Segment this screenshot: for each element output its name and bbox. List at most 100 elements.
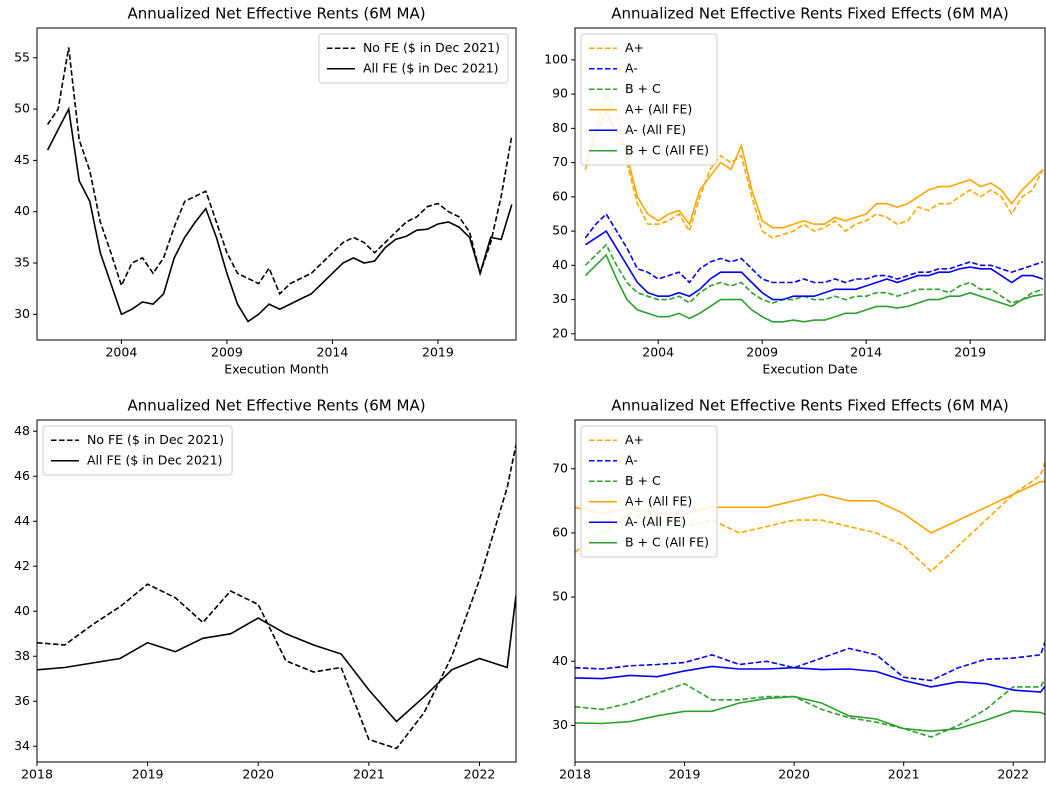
axes-frame	[574, 419, 1046, 763]
x-tick-label: 2021	[353, 767, 385, 782]
x-tick-label: 2004	[105, 345, 137, 360]
series-line	[584, 92, 1044, 239]
series-line	[575, 459, 1045, 573]
x-tick-label: 2009	[211, 345, 243, 360]
legend: No FE ($ in Dec 2021) All FE ($ in Dec 20…	[318, 33, 509, 84]
axes-frame	[36, 419, 517, 763]
chart-title: Annualized Net Effective Rents Fixed Eff…	[611, 5, 1009, 23]
x-tick-label: 2004	[642, 345, 674, 360]
legend-box	[42, 425, 233, 476]
legend-label: A- (All FE)	[625, 122, 686, 137]
y-tick-label: 80	[552, 120, 568, 135]
x-tick-label: 2019	[669, 767, 701, 782]
series-line	[584, 212, 1044, 284]
x-tick-label: 2022	[464, 767, 496, 782]
series-line	[46, 47, 513, 296]
y-tick-label: 46	[14, 468, 30, 483]
y-tick-label: 40	[14, 203, 30, 218]
x-tick-label: 2021	[888, 767, 920, 782]
y-tick-label: 55	[14, 49, 30, 64]
y-tick-label: 38	[14, 648, 30, 663]
series-line	[575, 677, 1045, 738]
series-line	[575, 639, 1045, 682]
subplot: Annualized Net Effective Rents Fixed Eff…	[544, 5, 1046, 377]
series-line	[584, 229, 1044, 301]
y-tick-label: 100	[544, 51, 568, 66]
y-tick-label: 44	[14, 513, 30, 528]
series-line	[575, 695, 1045, 733]
y-tick-label: 60	[552, 188, 568, 203]
legend-box	[580, 425, 718, 558]
y-tick-label: 90	[552, 86, 568, 101]
subplot: Annualized Net Effective Rents Fixed Eff…	[552, 397, 1046, 785]
x-tick-label: 2020	[778, 767, 810, 782]
legend: A+ A- B + C A+ (All FE) A- (All FE) B + C (Al…	[580, 33, 718, 166]
y-tick-label: 70	[552, 460, 568, 475]
legend-label: No FE ($ in Dec 2021)	[87, 432, 224, 447]
legend-label: A- (All FE)	[625, 514, 686, 529]
x-tick-label: 2009	[746, 345, 778, 360]
legend-label: B + C	[625, 81, 661, 96]
legend-box	[580, 33, 718, 166]
x-axis-label: Execution Date	[762, 362, 858, 377]
legend-box	[318, 33, 509, 84]
series-line	[37, 595, 516, 723]
y-tick-label: 42	[14, 558, 30, 573]
chart-title: Annualized Net Effective Rents Fixed Eff…	[611, 397, 1009, 415]
y-tick-label: 45	[14, 152, 30, 167]
series-line	[37, 444, 516, 750]
x-tick-label: 2014	[317, 345, 349, 360]
x-tick-label: 2018	[559, 767, 591, 782]
y-tick-label: 36	[14, 693, 30, 708]
x-tick-label: 2022	[997, 767, 1029, 782]
series-line	[584, 253, 1044, 323]
y-tick-label: 50	[14, 101, 30, 116]
plot-area	[37, 444, 516, 750]
y-tick-label: 70	[552, 154, 568, 169]
legend-label: A+	[625, 40, 644, 55]
x-tick-label: 2014	[850, 345, 882, 360]
legend-label: B + C (All FE)	[625, 142, 709, 157]
plot-area	[584, 92, 1044, 323]
series-line	[584, 109, 1044, 229]
x-axis-label: Execution Month	[224, 784, 329, 785]
y-tick-label: 30	[552, 291, 568, 306]
subplot: Annualized Net Effective Rents (6M MA) 34…	[14, 397, 517, 785]
plot-area	[575, 459, 1045, 738]
chart-title: Annualized Net Effective Rents (6M MA)	[127, 5, 425, 23]
axes-frame	[574, 27, 1046, 341]
legend-label: B + C	[625, 473, 661, 488]
legend-label: All FE ($ in Dec 2021)	[87, 452, 223, 467]
axes-frame	[36, 27, 517, 341]
x-axis-label: Execution Month	[224, 362, 329, 377]
chart-title: Annualized Net Effective Rents (6M MA)	[127, 397, 425, 415]
plot-area	[46, 47, 513, 323]
y-tick-label: 60	[552, 524, 568, 539]
legend: A+ A- B + C A+ (All FE) A- (All FE) B + C (Al…	[580, 425, 718, 558]
legend-label: A+ (All FE)	[625, 493, 692, 508]
legend-label: A+	[625, 432, 644, 447]
y-tick-label: 35	[14, 255, 30, 270]
x-tick-label: 2020	[242, 767, 274, 782]
y-tick-label: 50	[552, 223, 568, 238]
legend-label: A+ (All FE)	[625, 101, 692, 116]
y-tick-label: 30	[14, 306, 30, 321]
series-line	[575, 665, 1045, 693]
x-tick-label: 2018	[21, 767, 53, 782]
legend-label: A-	[625, 60, 638, 75]
y-tick-label: 48	[14, 423, 30, 438]
legend-label: A-	[625, 452, 638, 467]
series-line	[46, 106, 513, 323]
series-line	[584, 243, 1044, 305]
y-tick-label: 20	[552, 325, 568, 340]
x-tick-label: 2019	[422, 345, 454, 360]
y-tick-label: 30	[552, 717, 568, 732]
legend: No FE ($ in Dec 2021) All FE ($ in Dec 20…	[42, 425, 233, 476]
y-tick-label: 50	[552, 589, 568, 604]
y-tick-label: 40	[552, 653, 568, 668]
x-axis-label: Execution Date	[762, 784, 858, 785]
subplot: Annualized Net Effective Rents (6M MA) 30…	[14, 5, 517, 377]
x-tick-label: 2019	[132, 767, 164, 782]
legend-label: B + C (All FE)	[625, 534, 709, 549]
